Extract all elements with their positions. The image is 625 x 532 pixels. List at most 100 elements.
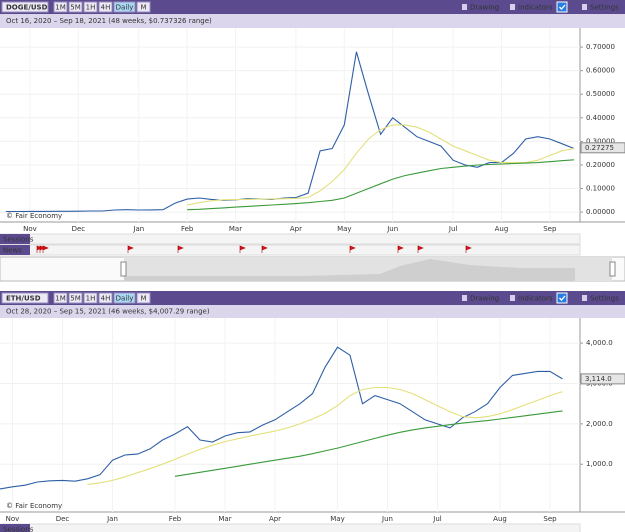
interval-label[interactable]: Daily: [116, 295, 134, 303]
navigator-shape: [124, 259, 575, 281]
toolbar: [0, 0, 625, 14]
interval-label[interactable]: 1M: [55, 295, 66, 303]
panel-label: Sessions: [3, 526, 34, 532]
x-tick-label: Jun: [381, 515, 393, 523]
panel-row: [0, 523, 581, 532]
price-line: [5, 51, 575, 213]
watermark: © Fair Economy: [6, 502, 62, 510]
last-price-box: [580, 142, 625, 154]
x-tick-label: May: [337, 225, 351, 233]
y-tick-label: 1,000.0: [586, 460, 613, 468]
interval-button[interactable]: [98, 1, 113, 13]
x-tick-label: Dec: [72, 225, 86, 233]
news-flag[interactable]: [177, 245, 184, 253]
interval-button[interactable]: [53, 1, 68, 13]
subtitle-bar: [0, 305, 625, 318]
y-tick-label: 0.60000: [586, 67, 615, 75]
interval-label[interactable]: Daily: [116, 4, 134, 12]
panel-tab: [0, 524, 30, 532]
y-tick-label: 0.70000: [586, 43, 615, 51]
interval-label[interactable]: M: [140, 4, 146, 12]
last-price-label: 0.27275: [585, 144, 614, 152]
price-line: [187, 159, 575, 211]
interval-button[interactable]: [136, 292, 151, 304]
subtitle: Oct 28, 2020 – Sep 15, 2021 (46 weeks, $…: [6, 308, 210, 316]
news-flag[interactable]: [397, 245, 404, 253]
toolbar-action[interactable]: Settings: [590, 4, 619, 12]
news-flag[interactable]: [349, 245, 356, 253]
x-tick-label: Feb: [181, 225, 194, 233]
action-icon: [582, 295, 587, 301]
price-line: [187, 124, 575, 206]
news-flag[interactable]: [42, 245, 49, 253]
news-flag[interactable]: [239, 245, 246, 253]
price-line: [0, 346, 563, 490]
interval-label[interactable]: 5M: [70, 4, 81, 12]
y-tick-label: 2,000.0: [586, 420, 613, 428]
toolbar-action[interactable]: Settings: [590, 295, 619, 303]
panel-label: Sessions: [3, 236, 34, 244]
interval-button[interactable]: [113, 292, 136, 304]
interval-button[interactable]: [113, 1, 136, 13]
panel-tab: [0, 245, 30, 255]
panel-tab: [0, 234, 30, 244]
x-tick-label: Nov: [6, 515, 20, 523]
toolbar-action[interactable]: Drawing: [470, 4, 499, 12]
news-flag[interactable]: [127, 245, 134, 253]
subtitle-bar: [0, 14, 625, 28]
interval-button[interactable]: [68, 1, 83, 13]
x-tick-label: Apr: [269, 515, 281, 523]
x-tick-label: Jul: [448, 225, 458, 233]
x-tick-label: Jan: [106, 515, 118, 523]
interval-button[interactable]: [53, 292, 68, 304]
x-tick-label: Jul: [432, 515, 442, 523]
x-tick-label: May: [330, 515, 344, 523]
interval-button[interactable]: [83, 1, 98, 13]
x-tick-label: Mar: [229, 225, 242, 233]
interval-label[interactable]: M: [140, 295, 146, 303]
price-line: [87, 386, 563, 485]
checkbox[interactable]: [556, 292, 568, 304]
toolbar-action[interactable]: Indicators: [518, 295, 553, 303]
x-tick-label: Aug: [493, 515, 507, 523]
price-line: [174, 410, 563, 477]
x-tick-label: Dec: [56, 515, 70, 523]
symbol-box: [1, 292, 49, 304]
x-tick-label: Nov: [23, 225, 37, 233]
toolbar-action[interactable]: Drawing: [470, 295, 499, 303]
panel-row: [0, 244, 581, 256]
checkbox[interactable]: [556, 1, 568, 13]
interval-button[interactable]: [136, 1, 151, 13]
y-tick-label: 4,000.0: [586, 339, 613, 347]
action-icon: [510, 295, 515, 301]
x-tick-label: Jun: [386, 225, 398, 233]
y-tick-label: 0.40000: [586, 114, 615, 122]
x-tick-label: Aug: [495, 225, 509, 233]
navigator-handle[interactable]: [120, 261, 127, 277]
y-tick-label: 0.00000: [586, 208, 615, 216]
news-flag[interactable]: [261, 245, 268, 253]
check: [559, 295, 566, 301]
interval-label[interactable]: 1H: [86, 295, 96, 303]
news-flag[interactable]: [417, 245, 424, 253]
symbol: ETH/USD: [6, 295, 41, 303]
navigator-handle[interactable]: [609, 261, 616, 277]
interval-label[interactable]: 4H: [101, 295, 111, 303]
interval-label[interactable]: 4H: [101, 4, 111, 12]
action-icon: [462, 4, 467, 10]
interval-label[interactable]: 5M: [70, 295, 81, 303]
news-flag[interactable]: [465, 245, 472, 253]
action-icon: [462, 295, 467, 301]
y-tick-label: 0.30000: [586, 137, 615, 145]
action-icon: [510, 4, 515, 10]
interval-label[interactable]: 1M: [55, 4, 66, 12]
x-tick-label: Sep: [543, 515, 557, 523]
interval-button[interactable]: [68, 292, 83, 304]
y-tick-label: 0.50000: [586, 90, 615, 98]
toolbar-action[interactable]: Indicators: [518, 4, 553, 12]
watermark: © Fair Economy: [6, 212, 62, 220]
interval-button[interactable]: [83, 292, 98, 304]
interval-button[interactable]: [98, 292, 113, 304]
interval-label[interactable]: 1H: [86, 4, 96, 12]
